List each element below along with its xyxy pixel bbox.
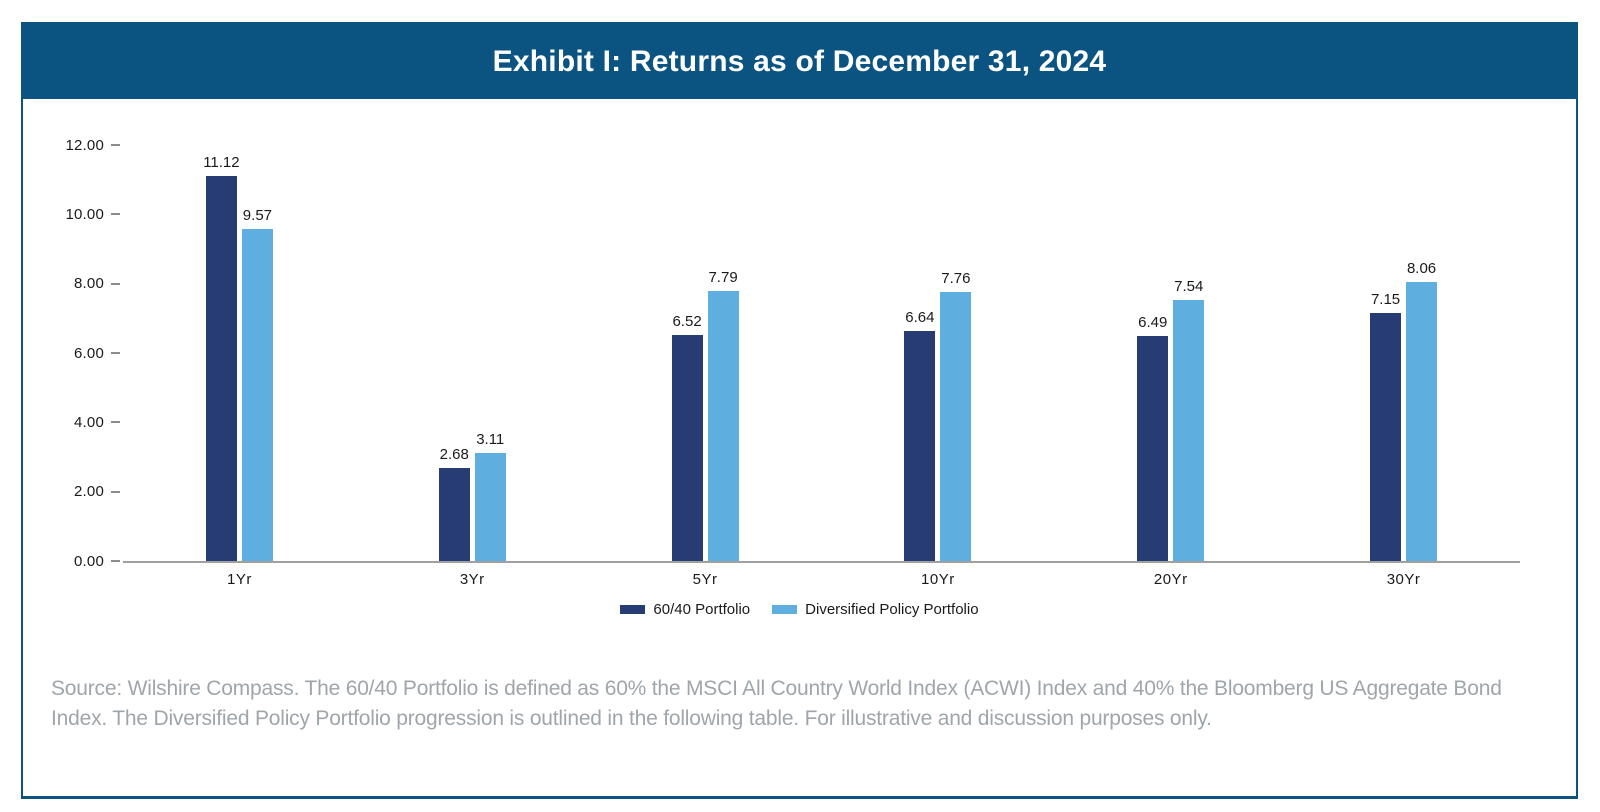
bar-diversified-policy-portfolio-3yr: 3.11 xyxy=(474,431,506,561)
bar-value-label: 7.15 xyxy=(1370,291,1401,309)
x-axis-label-3yr: 3Yr xyxy=(459,571,485,588)
legend-swatch-icon xyxy=(772,605,798,614)
y-axis-tick: 0.00 xyxy=(74,552,123,570)
bar-value-label: 7.54 xyxy=(1174,277,1204,295)
bar-60-40-portfolio-30yr: 7.15 xyxy=(1370,291,1402,561)
y-axis-tick: 12.00 xyxy=(65,136,123,154)
bar-value-label: 6.52 xyxy=(672,312,702,330)
bar-group-20yr: 6.49 7.54 xyxy=(1054,145,1287,561)
bar-group-5yr: 6.52 7.79 xyxy=(589,145,822,561)
source-note: Source: Wilshire Compass. The 60/40 Port… xyxy=(51,677,1502,730)
legend-label: Diversified Policy Portfolio xyxy=(805,601,979,618)
y-axis-tick-mark-icon xyxy=(111,213,120,216)
bar-diversified-policy-portfolio-5yr: 7.79 xyxy=(707,269,739,561)
y-axis-tick-mark-icon xyxy=(111,352,120,354)
bar-group-10yr: 6.64 7.76 xyxy=(821,145,1054,561)
bar-value-label: 9.57 xyxy=(242,207,273,225)
bar-value-label: 6.64 xyxy=(905,308,935,326)
title-bar: Exhibit I: Returns as of December 31, 20… xyxy=(23,24,1576,99)
plot-area: 0.00 2.00 4.00 6.00 8.00 10.00 12.00 11.12 9.57… xyxy=(65,137,1520,570)
bar-value-label: 3.11 xyxy=(476,431,505,449)
bar-value-label: 6.49 xyxy=(1138,314,1168,332)
bar-diversified-policy-portfolio-30yr: 8.06 xyxy=(1406,260,1438,561)
bar-60-40-portfolio-3yr: 2.68 xyxy=(438,446,470,561)
x-axis-label-10yr: 10Yr xyxy=(921,571,955,588)
x-axis-label-5yr: 5Yr xyxy=(692,571,718,588)
legend-item-diversified-policy-portfolio: Diversified Policy Portfolio xyxy=(772,601,979,618)
bar-diversified-policy-portfolio-20yr: 7.54 xyxy=(1173,278,1205,561)
bar-value-label: 7.79 xyxy=(708,268,738,286)
x-axis-label-30yr: 30Yr xyxy=(1386,571,1421,588)
y-axis-tick: 8.00 xyxy=(74,275,123,293)
bar-group-1yr: 11.12 9.57 xyxy=(123,145,356,561)
legend-item-60-40-portfolio: 60/40 Portfolio xyxy=(620,601,750,618)
page-title: Exhibit I: Returns as of December 31, 20… xyxy=(492,44,1107,78)
bar-diversified-policy-portfolio-1yr: 9.57 xyxy=(241,207,273,561)
bar-value-label: 11.12 xyxy=(203,153,240,171)
y-axis-tick-mark-icon xyxy=(111,560,120,562)
bar-value-label: 7.76 xyxy=(941,270,971,287)
bar-60-40-portfolio-5yr: 6.52 xyxy=(671,313,703,561)
bar-groups: 11.12 9.57 2.68 3.11 6.52 7.79 6.64 7.76 6.49 7.5… xyxy=(123,145,1520,561)
x-axis-label-20yr: 20Yr xyxy=(1153,571,1188,588)
bar-diversified-policy-portfolio-10yr: 7.76 xyxy=(940,270,972,561)
y-axis-tick-mark-icon xyxy=(111,490,120,493)
y-axis-tick-mark-icon xyxy=(111,282,120,285)
y-axis-tick-label: 10.00 xyxy=(65,205,104,223)
y-axis-tick: 4.00 xyxy=(74,413,123,431)
x-axis: 1Yr 3Yr 5Yr 10Yr 20Yr 30Yr xyxy=(123,571,1520,588)
exhibit-frame: Exhibit I: Returns as of December 31, 20… xyxy=(21,22,1578,799)
y-axis-tick: 10.00 xyxy=(65,205,123,223)
y-axis-tick-label: 6.00 xyxy=(74,344,104,362)
y-axis-tick-mark-icon xyxy=(111,421,120,424)
y-axis-tick-label: 12.00 xyxy=(65,136,104,154)
bar-value-label: 2.68 xyxy=(439,446,469,464)
bar-60-40-portfolio-10yr: 6.64 xyxy=(904,309,936,561)
bar-60-40-portfolio-20yr: 6.49 xyxy=(1137,314,1169,561)
returns-bar-chart: 0.00 2.00 4.00 6.00 8.00 10.00 12.00 11.12 9.57… xyxy=(23,137,1576,618)
legend-swatch-icon xyxy=(620,605,646,614)
y-axis-tick-label: 4.00 xyxy=(74,413,104,431)
legend-label: 60/40 Portfolio xyxy=(653,601,751,618)
y-axis-tick-mark-icon xyxy=(111,144,120,146)
bar-value-label: 8.06 xyxy=(1406,259,1437,277)
bar-60-40-portfolio-1yr: 11.12 xyxy=(203,154,240,561)
bar-group-30yr: 7.15 8.06 xyxy=(1287,145,1520,561)
y-axis-tick: 2.00 xyxy=(74,483,123,501)
y-axis-tick-label: 8.00 xyxy=(74,275,104,293)
legend: 60/40 Portfolio Diversified Policy Portfo… xyxy=(23,601,1576,618)
bar-group-3yr: 2.68 3.11 xyxy=(356,145,589,561)
y-axis-tick-label: 2.00 xyxy=(74,483,104,501)
y-axis-tick: 6.00 xyxy=(74,344,123,362)
y-axis-tick-label: 0.00 xyxy=(74,552,104,570)
x-axis-label-1yr: 1Yr xyxy=(226,571,252,588)
